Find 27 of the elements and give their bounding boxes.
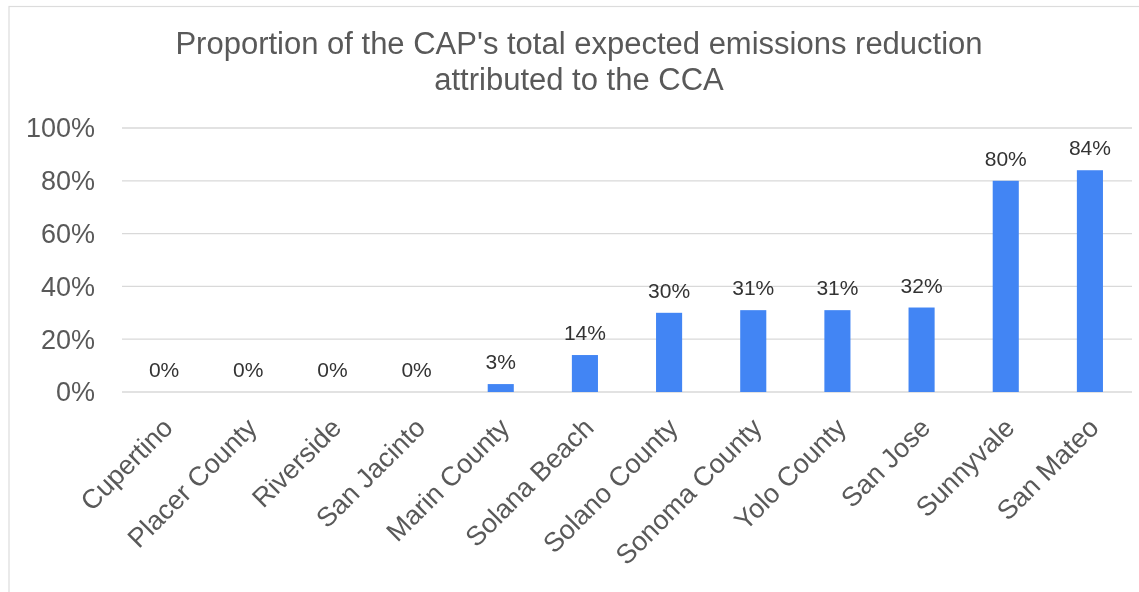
data-label: 80% (984, 146, 1027, 170)
y-tick-label: 60% (40, 219, 95, 250)
data-label: 0% (317, 358, 348, 381)
y-tick-label: 100% (25, 113, 95, 144)
y-tick-label: 0% (55, 377, 95, 408)
y-tick-label: 80% (40, 166, 95, 197)
data-label: 31% (816, 276, 859, 300)
bar (487, 384, 514, 392)
bar (571, 355, 598, 392)
chart-title: Proportion of the CAP's total expected emissions reduction attributed to the CCA (175, 26, 983, 97)
data-label: 0% (148, 358, 180, 381)
bar (656, 312, 683, 392)
data-label: 31% (732, 276, 775, 300)
data-label: 30% (648, 278, 691, 302)
data-label: 0% (233, 358, 264, 381)
bar (908, 307, 935, 392)
data-label: 84% (1068, 136, 1111, 160)
data-label: 3% (485, 350, 516, 374)
y-tick-label: 40% (40, 271, 95, 302)
bar (824, 310, 851, 392)
bar (1076, 170, 1103, 392)
bar (992, 180, 1019, 392)
data-label: 32% (900, 273, 943, 297)
y-tick-label: 20% (40, 324, 95, 355)
data-label: 0% (401, 358, 432, 381)
bar (740, 310, 767, 392)
data-label: 14% (563, 321, 606, 345)
